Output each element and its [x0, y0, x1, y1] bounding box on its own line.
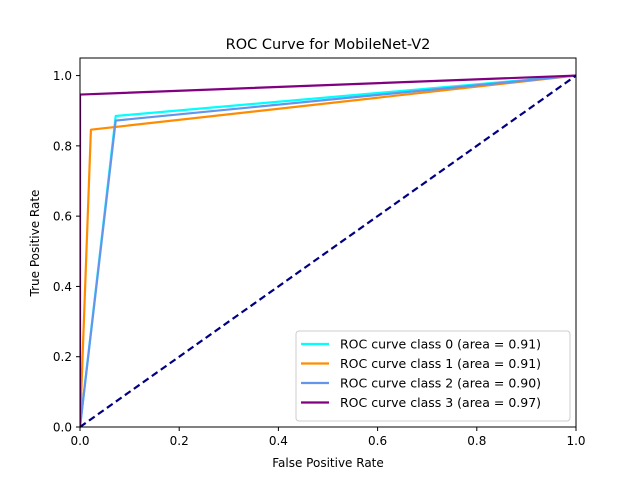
plot-frame	[79, 57, 577, 428]
chart-title: ROC Curve for MobileNet-V2	[226, 37, 431, 53]
y-tick-label: 1.0	[53, 69, 72, 83]
y-axis-label: True Positive Rate	[28, 190, 42, 298]
y-tick-label: 0.4	[53, 280, 72, 294]
x-axis-label: False Positive Rate	[272, 456, 384, 470]
x-tick-label: 0.0	[70, 434, 89, 448]
legend-label-class-2: ROC curve class 2 (area = 0.90)	[340, 376, 541, 391]
legend: ROC curve class 0 (area = 0.91) ROC curve…	[295, 330, 571, 422]
x-tick-label: 1.0	[566, 434, 585, 448]
x-tick-label: 0.4	[269, 434, 288, 448]
legend-label-class-3: ROC curve class 3 (area = 0.97)	[340, 395, 541, 410]
x-tick-label: 0.8	[467, 434, 486, 448]
legend-label-class-1: ROC curve class 1 (area = 0.91)	[340, 356, 541, 371]
y-tick-label: 0.2	[53, 350, 72, 364]
roc-line-class-3	[80, 74, 577, 427]
x-axis-ticks: 0.0 0.2 0.4 0.6 0.8 1.0	[70, 427, 586, 448]
y-axis-ticks: 0.0 0.2 0.4 0.6 0.8 1.0	[53, 69, 80, 435]
x-tick-label: 0.2	[170, 434, 189, 448]
legend-label-class-0: ROC curve class 0 (area = 0.91)	[340, 337, 541, 352]
roc-line-class-1	[80, 74, 577, 428]
y-tick-label: 0.6	[53, 210, 72, 224]
x-tick-label: 0.6	[368, 434, 387, 448]
y-tick-label: 0.0	[53, 421, 72, 435]
y-tick-label: 0.8	[53, 139, 72, 153]
legend-box	[295, 330, 571, 422]
reference-diagonal-line	[79, 74, 577, 428]
roc-line-class-2	[80, 74, 577, 428]
plot-lines	[79, 74, 577, 428]
